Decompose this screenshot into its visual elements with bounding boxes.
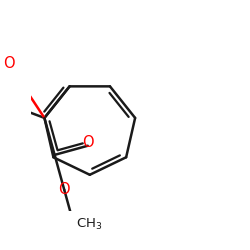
Text: O: O: [82, 135, 94, 150]
Text: CH$_3$: CH$_3$: [76, 217, 102, 232]
Text: O: O: [3, 56, 14, 71]
Text: O: O: [58, 182, 70, 198]
